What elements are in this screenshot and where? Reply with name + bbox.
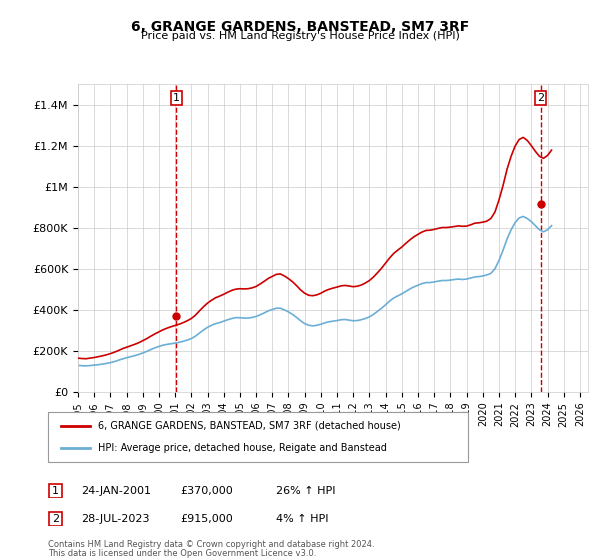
FancyBboxPatch shape	[48, 412, 468, 462]
Text: 28-JUL-2023: 28-JUL-2023	[81, 514, 149, 524]
Text: 6, GRANGE GARDENS, BANSTEAD, SM7 3RF (detached house): 6, GRANGE GARDENS, BANSTEAD, SM7 3RF (de…	[98, 421, 401, 431]
Text: £370,000: £370,000	[180, 486, 233, 496]
Text: Contains HM Land Registry data © Crown copyright and database right 2024.: Contains HM Land Registry data © Crown c…	[48, 540, 374, 549]
Text: HPI: Average price, detached house, Reigate and Banstead: HPI: Average price, detached house, Reig…	[98, 443, 387, 453]
FancyBboxPatch shape	[49, 483, 62, 498]
Text: 26% ↑ HPI: 26% ↑ HPI	[276, 486, 335, 496]
Text: 6, GRANGE GARDENS, BANSTEAD, SM7 3RF: 6, GRANGE GARDENS, BANSTEAD, SM7 3RF	[131, 20, 469, 34]
Text: 24-JAN-2001: 24-JAN-2001	[81, 486, 151, 496]
Text: 4% ↑ HPI: 4% ↑ HPI	[276, 514, 329, 524]
Text: 1: 1	[173, 93, 180, 103]
Text: 2: 2	[537, 93, 544, 103]
Text: 1: 1	[52, 486, 59, 496]
Text: Price paid vs. HM Land Registry's House Price Index (HPI): Price paid vs. HM Land Registry's House …	[140, 31, 460, 41]
FancyBboxPatch shape	[49, 511, 62, 526]
Text: This data is licensed under the Open Government Licence v3.0.: This data is licensed under the Open Gov…	[48, 549, 316, 558]
Text: £915,000: £915,000	[180, 514, 233, 524]
Text: 2: 2	[52, 514, 59, 524]
